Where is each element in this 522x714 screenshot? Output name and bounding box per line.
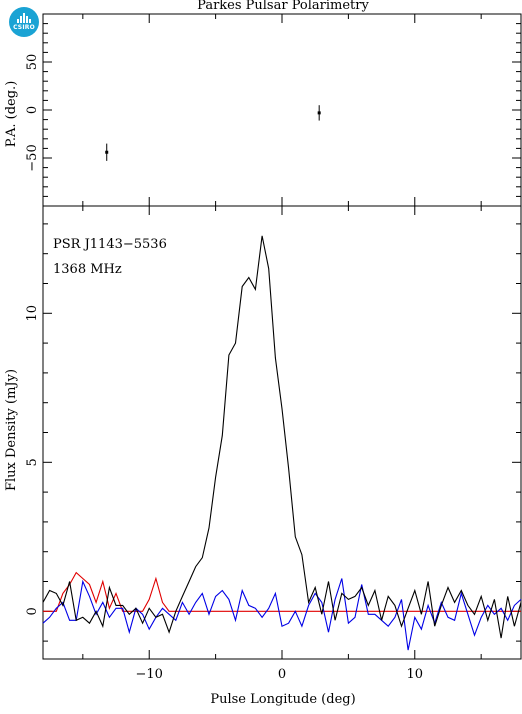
frequency-annotation: 1368 MHz bbox=[53, 262, 122, 277]
y-tick-label: 0 bbox=[25, 607, 40, 615]
logo-text: CSIRO bbox=[13, 24, 35, 31]
y-tick-label: −50 bbox=[25, 144, 40, 171]
pa-axis-label: P.A. (deg.) bbox=[4, 81, 19, 148]
pa-panel: −50 0 50 bbox=[25, 13, 522, 207]
plot-frame bbox=[42, 13, 522, 207]
chart-title: Parkes Pulsar Polarimetry bbox=[197, 0, 369, 13]
series-line-total-intensity bbox=[42, 235, 522, 639]
x-tick-label: 0 bbox=[278, 667, 286, 682]
flux-axis-label: Flux Density (mJy) bbox=[4, 369, 19, 491]
x-tick-label: −10 bbox=[136, 667, 163, 682]
csiro-logo-icon: CSIRO bbox=[9, 7, 39, 37]
series-line-circular-polarization bbox=[42, 578, 522, 651]
y-tick-label: 50 bbox=[25, 54, 40, 71]
pa-point bbox=[105, 150, 109, 154]
y-tick-label: 5 bbox=[25, 458, 40, 466]
pulsar-name-annotation: PSR J1143−5536 bbox=[53, 237, 167, 252]
x-axis-label: Pulse Longitude (deg) bbox=[210, 692, 355, 707]
series-line-linear-polarization bbox=[43, 571, 521, 612]
x-tick-label: 10 bbox=[407, 667, 424, 682]
y-tick-label: 10 bbox=[25, 305, 40, 322]
flux-panel: −10 0 10 0 5 10 bbox=[25, 205, 522, 682]
pa-point bbox=[317, 111, 321, 115]
y-tick-label: 0 bbox=[25, 106, 40, 114]
logo-bars bbox=[17, 13, 31, 23]
